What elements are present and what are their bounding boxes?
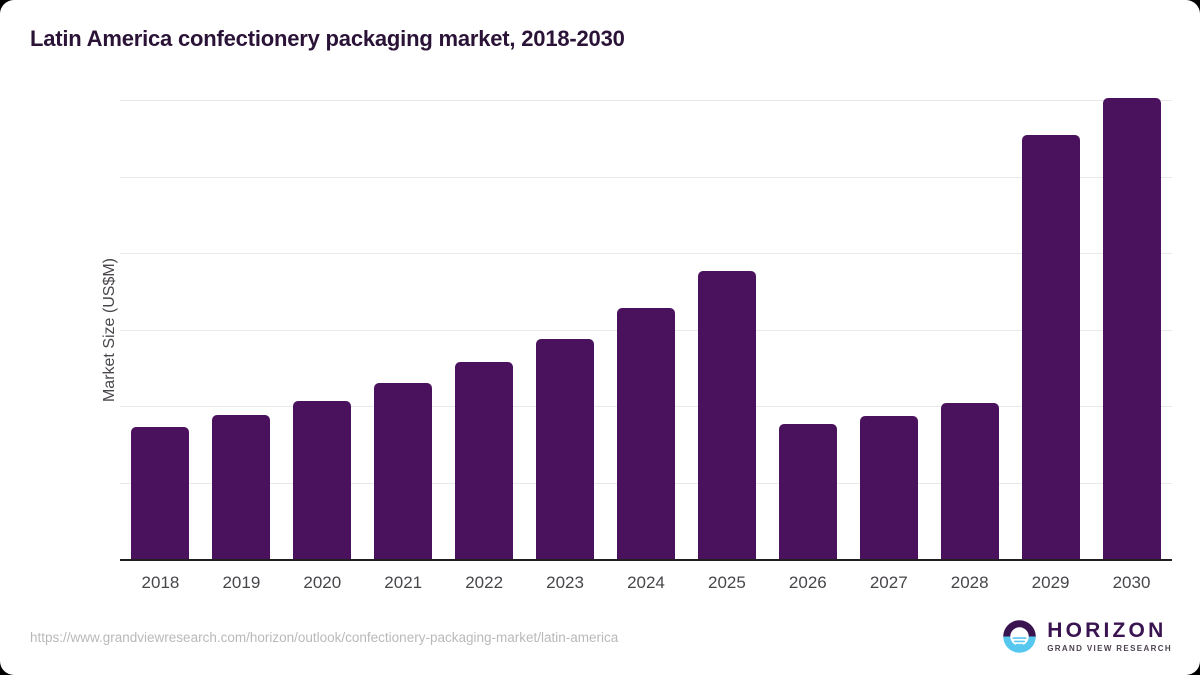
gridline xyxy=(120,176,1172,178)
bar[interactable] xyxy=(859,415,918,559)
bar-group: 2025 xyxy=(686,100,767,592)
gridline xyxy=(120,253,1172,254)
logo-wordmark: HORIZON xyxy=(1047,619,1167,642)
horizon-logo: HORIZON GRAND VIEW RESEARCH xyxy=(1001,618,1172,655)
bar[interactable] xyxy=(1021,135,1080,559)
x-tick-label: 2030 xyxy=(1112,573,1151,592)
bar-group: 2020 xyxy=(282,100,363,592)
bar-group: 2021 xyxy=(363,100,444,592)
page-title: Latin America confectionery packaging ma… xyxy=(30,26,625,51)
logo-text: HORIZON GRAND VIEW RESEARCH xyxy=(1047,620,1172,653)
bar-group: 2030 xyxy=(1091,97,1172,592)
x-tick-label: 2021 xyxy=(384,573,423,592)
plot-area: Market Size (US$M) 025050075010001250150… xyxy=(101,97,1172,592)
bar[interactable] xyxy=(212,415,271,559)
bar[interactable] xyxy=(455,361,514,559)
x-tick-label: 2029 xyxy=(1031,573,1070,592)
y-axis-title: Market Size (US$M) xyxy=(101,257,119,402)
x-tick-label: 2020 xyxy=(303,573,342,592)
source-url[interactable]: https://www.grandviewresearch.com/horizo… xyxy=(30,630,619,645)
bar-group: 2022 xyxy=(444,100,525,592)
bar-group: 2028 xyxy=(929,100,1010,592)
x-tick-label: 2018 xyxy=(141,573,180,592)
bar-group: 2023 xyxy=(525,100,606,592)
x-tick-label: 2027 xyxy=(869,573,908,592)
bar-series: 2018 2019 2020 2021 2022 2023 2024 2025 2026 2027… xyxy=(120,97,1172,592)
bar[interactable] xyxy=(778,424,837,559)
x-tick-label: 2022 xyxy=(465,573,504,592)
bar-group: 2018 xyxy=(120,100,201,592)
x-tick-label: 2028 xyxy=(950,573,989,592)
bar[interactable] xyxy=(616,308,675,559)
x-tick-label: 2026 xyxy=(788,573,827,592)
sunset-circle-icon xyxy=(1003,620,1036,653)
x-tick-label: 2025 xyxy=(707,573,746,592)
bar-group: 2026 xyxy=(767,100,848,592)
gridline xyxy=(120,100,1172,101)
bar-group: 2019 xyxy=(201,100,282,592)
bar[interactable] xyxy=(131,426,190,559)
bar[interactable] xyxy=(536,338,595,559)
bar-group: 2029 xyxy=(1010,100,1091,592)
bar[interactable] xyxy=(940,402,999,559)
bar-group: 2024 xyxy=(606,100,687,592)
bar-group: 2027 xyxy=(848,100,929,592)
logo-tagline: GRAND VIEW RESEARCH xyxy=(1047,644,1172,653)
x-tick-label: 2024 xyxy=(627,573,665,592)
bar[interactable] xyxy=(1102,97,1161,559)
x-tick-label: 2019 xyxy=(222,573,261,592)
x-axis-line xyxy=(120,559,1172,561)
bar[interactable] xyxy=(697,271,756,559)
bar[interactable] xyxy=(374,383,433,559)
x-tick-label: 2023 xyxy=(546,573,584,592)
bar[interactable] xyxy=(293,400,352,559)
